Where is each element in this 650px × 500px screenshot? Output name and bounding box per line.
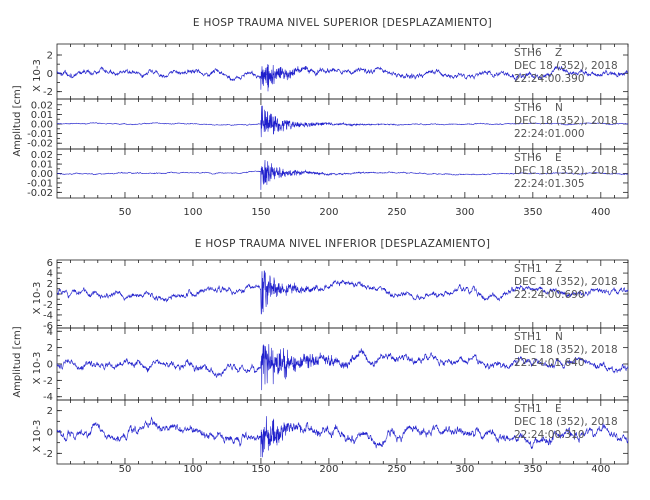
- station-code: STH6: [514, 47, 542, 59]
- y-axis-label: Amplitud [cm]: [12, 326, 23, 397]
- x-tick-label: 50: [119, 207, 132, 218]
- y-tick-label: 2: [47, 343, 53, 354]
- y-scale-label: X 10-3: [32, 420, 43, 453]
- x-tick-label: 200: [319, 207, 338, 218]
- record-time: 22:24:01.305: [514, 178, 585, 190]
- station-code: STH6: [514, 102, 542, 114]
- x-tick-label: 250: [387, 464, 406, 475]
- station-code: STH1: [514, 263, 542, 275]
- y-tick-label: -2: [43, 87, 53, 98]
- waveform-line: [56, 416, 629, 458]
- record-date: DEC 18 (352), 2018: [514, 60, 618, 72]
- y-tick-label: 2: [47, 51, 53, 62]
- component-code: N: [555, 102, 563, 114]
- x-tick-label: 100: [183, 464, 202, 475]
- record-time: 22:24:00.310: [514, 429, 585, 441]
- y-tick-label: -4: [43, 310, 53, 321]
- x-tick-label: 300: [455, 207, 474, 218]
- x-tick-label: 400: [591, 464, 610, 475]
- y-tick-label: 4: [47, 269, 53, 280]
- y-tick-label: 6: [47, 258, 53, 269]
- waveform-line: [56, 105, 629, 138]
- y-tick-label: 0.01: [31, 160, 53, 171]
- y-tick-label: 0.00: [31, 169, 53, 180]
- y-tick-label: 0: [47, 428, 53, 439]
- y-tick-label: -0.01: [27, 178, 53, 189]
- y-tick-label: -0.02: [27, 188, 53, 199]
- y-tick-label: -0.01: [27, 129, 53, 140]
- y-tick-label: 0.00: [31, 120, 53, 131]
- x-tick-label: 350: [523, 464, 542, 475]
- record-date: DEC 18 (352), 2018: [514, 165, 618, 177]
- y-tick-label: -4: [43, 392, 53, 403]
- station-code: STH1: [514, 331, 542, 343]
- x-tick-label: 200: [319, 464, 338, 475]
- y-tick-label: 0: [47, 69, 53, 80]
- component-code: Z: [555, 263, 562, 275]
- chart-title: E HOSP TRAUMA NIVEL INFERIOR [DESPLAZAMI…: [195, 238, 490, 250]
- x-tick-label: 100: [183, 207, 202, 218]
- y-tick-label: 0.02: [31, 150, 53, 161]
- x-tick-label: 150: [251, 464, 270, 475]
- y-tick-label: -6: [43, 321, 53, 332]
- y-scale-label: X 10-3: [32, 352, 43, 385]
- y-scale-label: X 10-3: [32, 282, 43, 315]
- chart-inferior: E HOSP TRAUMA NIVEL INFERIOR [DESPLAZAMI…: [12, 238, 629, 475]
- component-code: Z: [555, 47, 562, 59]
- y-scale-label: X 10-3: [32, 59, 43, 92]
- y-tick-label: 2: [47, 406, 53, 417]
- y-axis-label: Amplitud [cm]: [12, 85, 23, 156]
- y-tick-label: 0: [47, 360, 53, 371]
- y-tick-label: 4: [47, 327, 53, 338]
- chart-superior: E HOSP TRAUMA NIVEL SUPERIOR [DESPLAZAMI…: [12, 17, 629, 218]
- record-time: 22:24:01.000: [514, 128, 585, 140]
- station-code: STH6: [514, 152, 542, 164]
- y-tick-label: -2: [43, 300, 53, 311]
- record-date: DEC 18 (352), 2018: [514, 276, 618, 288]
- record-date: DEC 18 (352), 2018: [514, 416, 618, 428]
- waveform-line: [56, 64, 629, 92]
- x-tick-label: 50: [119, 464, 132, 475]
- y-tick-label: 0: [47, 290, 53, 301]
- y-tick-label: 2: [47, 279, 53, 290]
- y-tick-label: 0.01: [31, 110, 53, 121]
- record-time: 22:24:00.390: [514, 73, 585, 85]
- x-tick-label: 350: [523, 207, 542, 218]
- waveform-line: [56, 344, 629, 391]
- record-date: DEC 18 (352), 2018: [514, 344, 618, 356]
- component-code: E: [555, 403, 562, 415]
- y-tick-label: -2: [43, 376, 53, 387]
- x-tick-label: 250: [387, 207, 406, 218]
- chart-title: E HOSP TRAUMA NIVEL SUPERIOR [DESPLAZAMI…: [193, 17, 492, 29]
- component-code: E: [555, 152, 562, 164]
- station-code: STH1: [514, 403, 542, 415]
- x-tick-label: 400: [591, 207, 610, 218]
- record-time: 22:24:00.690: [514, 289, 585, 301]
- y-tick-label: -2: [43, 449, 53, 460]
- x-tick-label: 150: [251, 207, 270, 218]
- record-time: 22:24:01.640: [514, 357, 585, 369]
- y-tick-label: -0.02: [27, 139, 53, 150]
- record-date: DEC 18 (352), 2018: [514, 115, 618, 127]
- y-tick-label: 0.02: [31, 100, 53, 111]
- component-code: N: [555, 331, 563, 343]
- waveform-line: [56, 270, 629, 315]
- x-tick-label: 300: [455, 464, 474, 475]
- waveform-line: [57, 159, 629, 190]
